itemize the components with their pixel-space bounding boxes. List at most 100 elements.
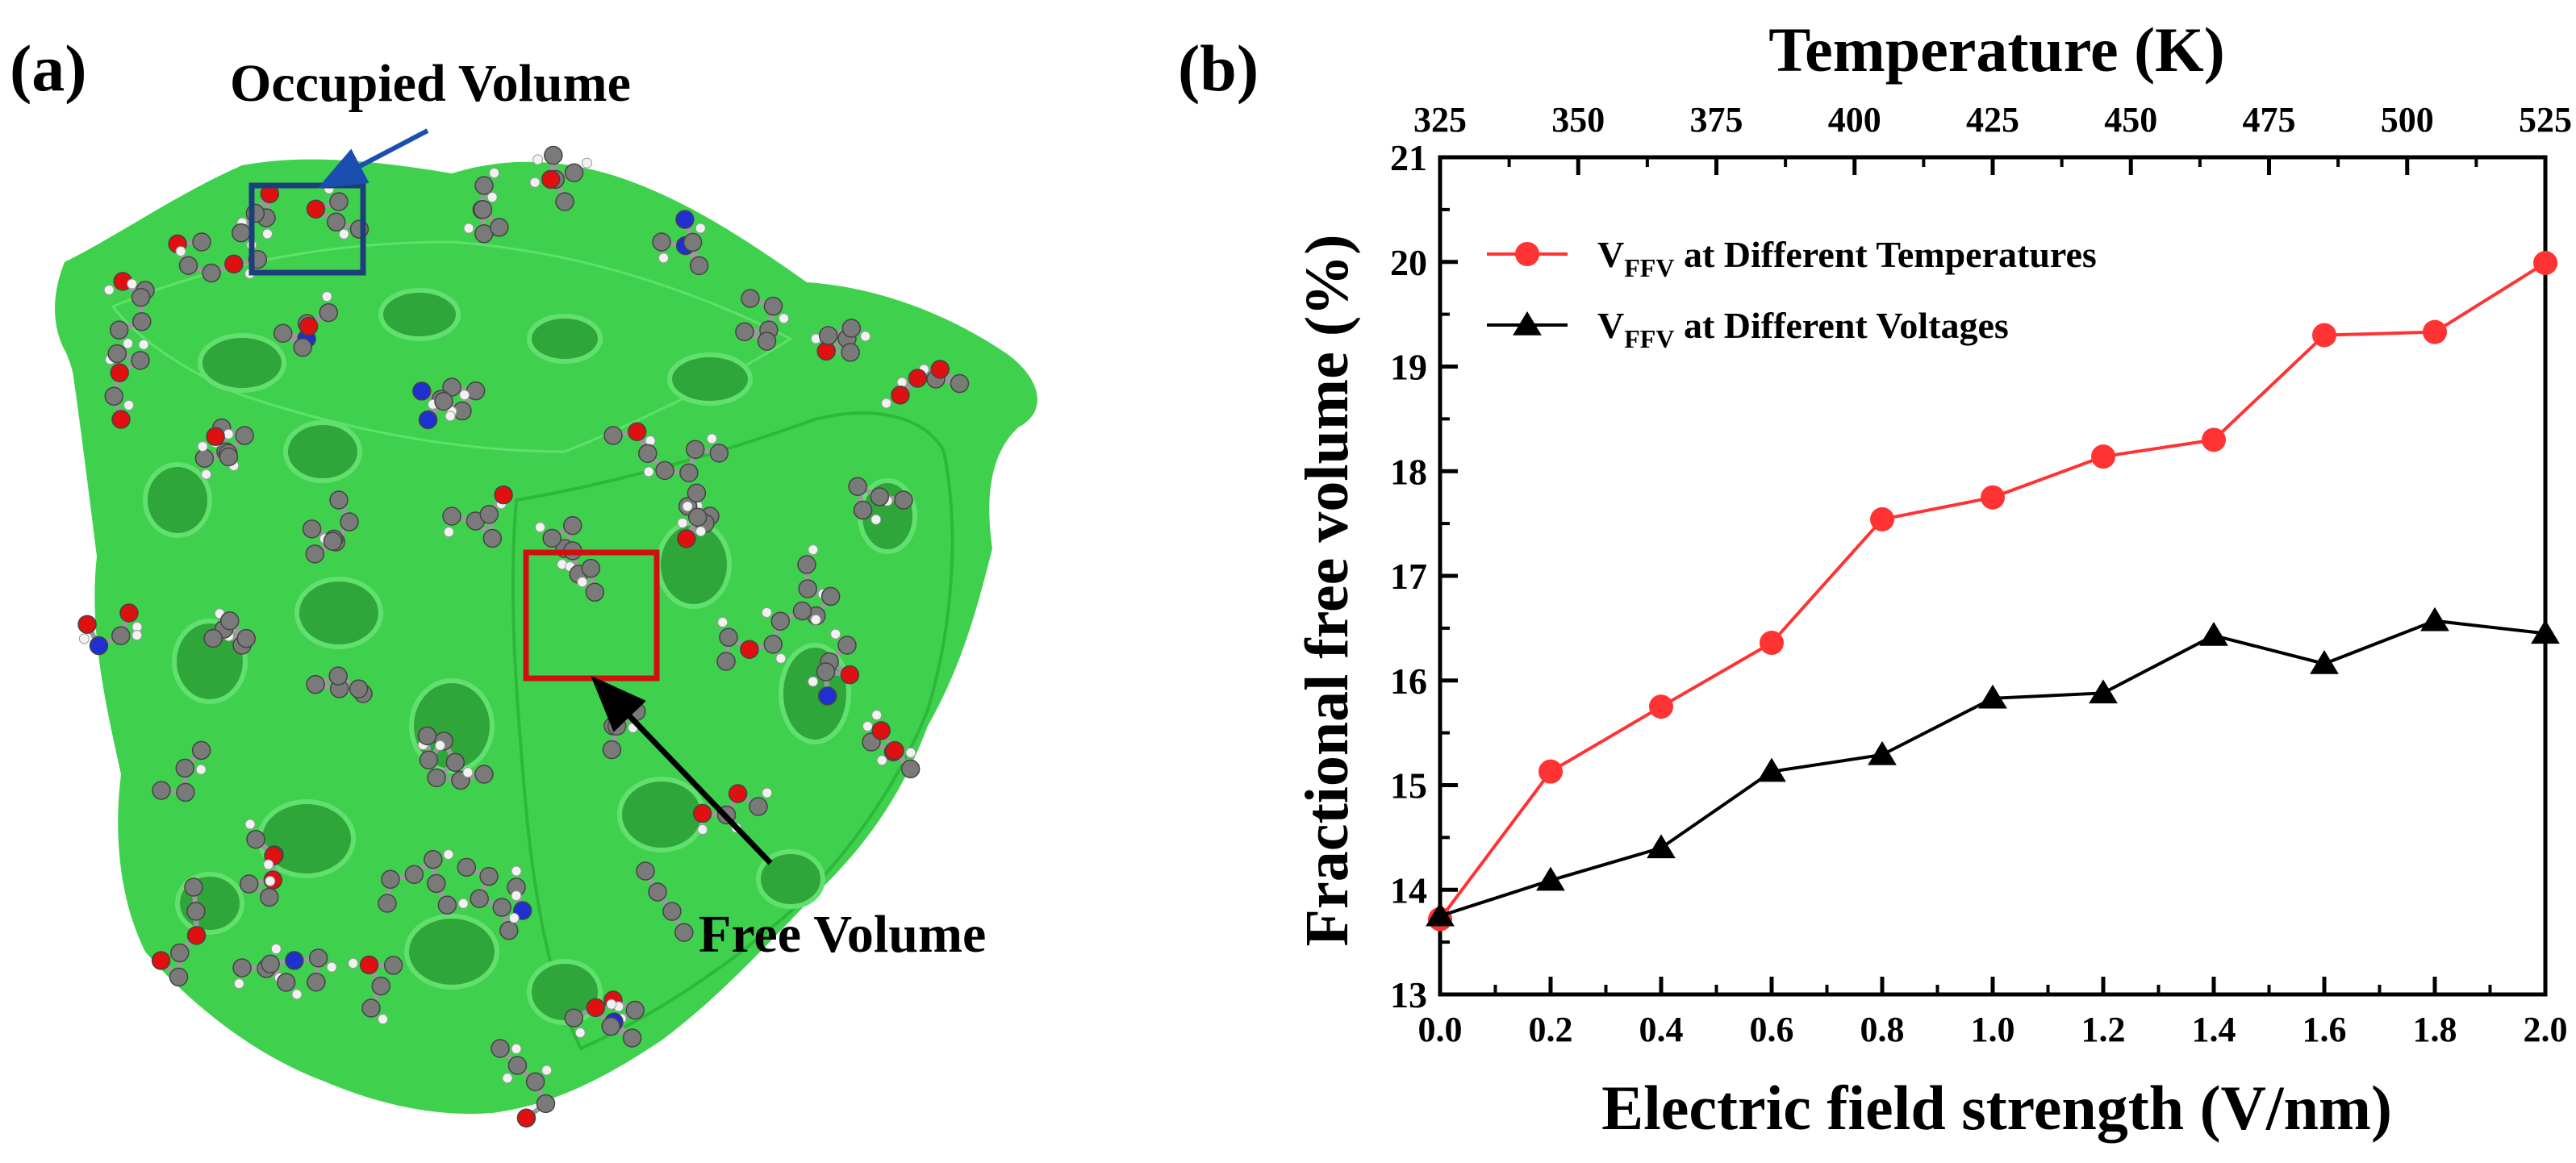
carbon-atom xyxy=(349,679,369,698)
data-point xyxy=(2312,323,2336,348)
hydrogen-atom xyxy=(195,764,207,775)
carbon-atom xyxy=(798,579,817,598)
molecule xyxy=(564,990,645,1048)
carbon-atom xyxy=(327,212,346,232)
carbon-atom xyxy=(603,426,623,445)
pore xyxy=(667,352,753,406)
hydrogen-atom xyxy=(445,411,456,422)
molecule xyxy=(457,857,532,940)
data-point xyxy=(1539,759,1563,784)
carbon-atom xyxy=(716,652,736,671)
data-point xyxy=(2423,319,2447,344)
hydrogen-atom xyxy=(489,167,500,178)
molecule xyxy=(77,603,143,656)
carbon-atom xyxy=(442,377,461,397)
oxygen-atom xyxy=(891,386,910,405)
hydrogen-atom xyxy=(860,331,871,342)
hydrogen-atom xyxy=(123,399,135,411)
top-x-tick-label: 325 xyxy=(1413,100,1467,140)
molecule xyxy=(848,477,913,525)
carbon-atom xyxy=(564,1008,583,1028)
carbon-atom xyxy=(581,558,601,578)
hydrogen-atom xyxy=(535,522,546,533)
top-x-tick-label: 475 xyxy=(2243,100,2296,140)
hydrogen-atom xyxy=(326,961,337,973)
carbon-atom xyxy=(194,448,215,468)
hydrogen-atom xyxy=(291,989,303,1000)
carbon-atom xyxy=(220,611,240,631)
carbon-atom xyxy=(306,674,325,694)
pore xyxy=(527,314,603,364)
carbon-atom xyxy=(107,344,127,364)
hydrogen-atom xyxy=(175,246,186,257)
carbon-atom xyxy=(236,628,256,648)
carbon-atom xyxy=(381,869,400,890)
x-tick-label: 1.0 xyxy=(1971,1010,2015,1049)
y-axis-title: Fractional free volume (%) xyxy=(1293,235,1361,947)
hydrogen-atom xyxy=(459,390,470,401)
panel-a: (a) xyxy=(10,31,1037,1128)
y-tick-label: 13 xyxy=(1390,974,1427,1015)
hydrogen-atom xyxy=(201,469,212,480)
molecule xyxy=(239,819,284,907)
carbon-atom xyxy=(219,447,239,467)
isosurface-right-tendril xyxy=(952,339,1029,410)
carbon-atom xyxy=(479,505,499,524)
carbon-atom xyxy=(894,490,913,510)
x-tick-label: 1.4 xyxy=(2192,1010,2236,1049)
y-tick-label: 14 xyxy=(1390,869,1427,911)
y-tick-label: 20 xyxy=(1390,242,1427,283)
molecule xyxy=(881,360,970,409)
carbon-atom xyxy=(490,218,509,237)
oxygen-atom xyxy=(871,721,891,740)
carbon-atom xyxy=(169,967,189,987)
carbon-atom xyxy=(719,627,738,647)
molecule xyxy=(735,289,789,351)
data-point xyxy=(1981,485,2005,510)
carbon-atom xyxy=(636,861,655,881)
data-point xyxy=(1868,740,1897,765)
carbon-atom xyxy=(319,302,339,323)
panel-b-label: (b) xyxy=(1178,31,1259,105)
hydrogen-atom xyxy=(321,291,332,302)
carbon-atom xyxy=(307,972,326,992)
data-point xyxy=(1978,684,2007,709)
hydrogen-atom xyxy=(778,313,789,324)
nitrogen-atom xyxy=(675,210,695,229)
carbon-atom xyxy=(329,490,349,510)
top-x-tick-label: 400 xyxy=(1828,100,1881,140)
hydrogen-atom xyxy=(905,747,916,758)
molecule xyxy=(677,483,720,548)
molecule xyxy=(862,710,921,779)
carbon-atom xyxy=(308,948,328,968)
carbon-atom xyxy=(424,849,443,869)
carbon-atom xyxy=(371,976,390,996)
carbon-atom xyxy=(689,256,709,276)
oxygen-atom xyxy=(816,341,836,361)
hydrogen-atom xyxy=(132,630,143,641)
carbon-atom xyxy=(466,381,486,401)
y-tick-label: 16 xyxy=(1390,661,1427,702)
data-point xyxy=(1649,694,1673,719)
top-x-tick-label: 450 xyxy=(2104,100,2157,140)
oxygen-atom xyxy=(908,369,928,388)
hydrogen-atom xyxy=(270,944,282,955)
carbon-atom xyxy=(293,337,312,357)
carbon-atom xyxy=(470,889,489,908)
carbon-atom xyxy=(820,586,841,607)
hydrogen-atom xyxy=(457,898,469,909)
carbon-atom xyxy=(276,973,296,992)
x-tick-label: 0.2 xyxy=(1529,1010,1573,1049)
carbon-atom xyxy=(507,1056,528,1075)
x-tick-label: 1.8 xyxy=(2413,1010,2457,1049)
hydrogen-atom xyxy=(697,824,708,836)
hydrogen-atom xyxy=(265,876,276,887)
carbon-atom xyxy=(763,635,783,654)
oxygen-atom xyxy=(586,998,606,1018)
carbon-atom xyxy=(816,662,836,682)
carbon-atom xyxy=(950,373,970,394)
plot-frame xyxy=(1438,155,2548,997)
hydrogen-atom xyxy=(78,633,90,644)
y-tick-label: 19 xyxy=(1390,347,1427,388)
x-tick-label: 0.6 xyxy=(1750,1010,1794,1049)
